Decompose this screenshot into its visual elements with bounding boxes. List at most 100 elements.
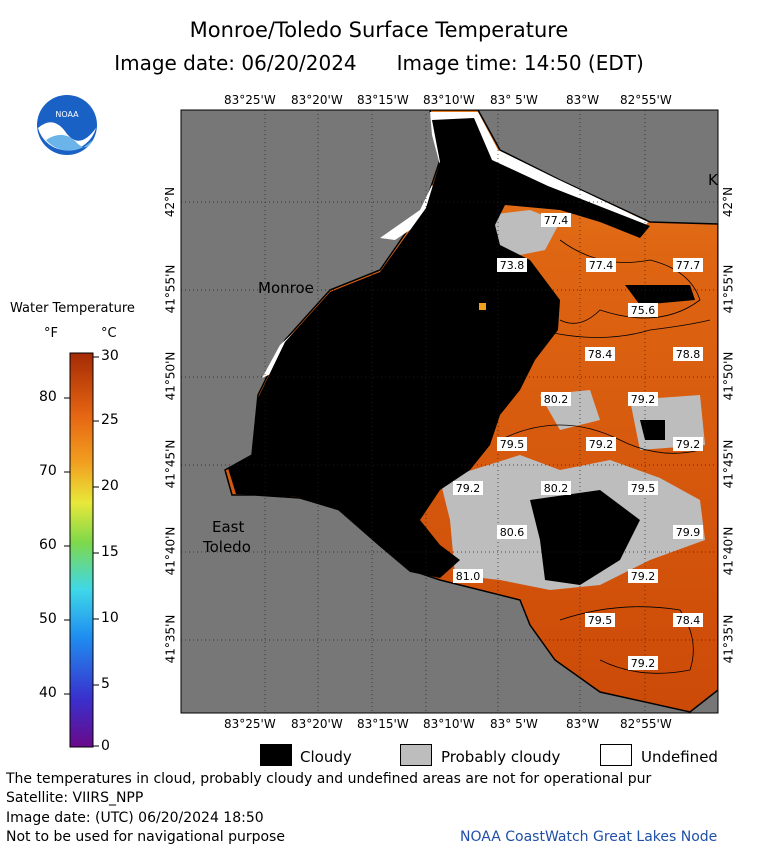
lon-tick-top: 83°W — [566, 93, 600, 107]
unit-fahrenheit: °F — [44, 326, 58, 341]
temp-label: 79.2 — [586, 437, 616, 451]
lon-tick-bottom: 83°10'W — [423, 717, 475, 731]
cloud-cover — [228, 118, 650, 578]
temp-label: 79.5 — [585, 613, 615, 627]
temp-label-text: 75.6 — [631, 304, 656, 317]
isotherm — [539, 319, 711, 338]
colorbar-c-label: 30 — [101, 348, 119, 364]
temp-label-text: 79.5 — [588, 614, 613, 627]
temp-label-text: 77.4 — [589, 259, 614, 272]
temp-label-text: 79.5 — [500, 438, 525, 451]
cloud-cover-south — [530, 490, 640, 585]
temp-label: 79.2 — [628, 569, 658, 583]
lat-tick-right: 41°35'N — [721, 614, 736, 664]
footer-credit: NOAA CoastWatch Great Lakes Node — [460, 829, 718, 845]
temp-label: 79.2 — [453, 481, 483, 495]
colorbar-f-label: 60 — [39, 537, 57, 553]
colorbar-f-label: 40 — [39, 685, 57, 701]
lon-tick-bottom: 83°20'W — [291, 717, 343, 731]
lon-tick-top: 82°55'W — [620, 93, 672, 107]
colorbar-f-label: 70 — [39, 463, 57, 479]
place-toledo: Toledo — [203, 538, 251, 556]
lon-tick-top: 83°15'W — [357, 93, 409, 107]
lat-tick-left: 41°50'N — [163, 351, 178, 401]
lon-tick-top: 83° 5'W — [490, 93, 538, 107]
colorbar-c-label: 25 — [101, 412, 119, 428]
isotherm — [499, 424, 701, 454]
isotherm — [559, 606, 694, 674]
isotherm — [559, 239, 701, 324]
temp-label: 81.0 — [453, 569, 483, 583]
lon-tick-top: 83°10'W — [423, 93, 475, 107]
place-east: East — [212, 518, 245, 536]
cloud-patch-east — [640, 420, 665, 440]
legend-swatch-cloudy — [260, 744, 292, 766]
temp-label: 80.2 — [541, 392, 571, 406]
lon-tick-bottom: 82°55'W — [620, 717, 672, 731]
temp-label: 79.2 — [628, 392, 658, 406]
noaa-logo-icon: NOAA — [37, 95, 97, 155]
colorbar-c-label: 20 — [101, 478, 119, 494]
lat-tick-left: 41°45'N — [163, 439, 178, 489]
temp-label-text: 81.0 — [456, 570, 481, 583]
lat-tick-left: 41°55'N — [163, 264, 178, 314]
temp-label: 79.2 — [628, 656, 658, 670]
legend-label-cloudy: Cloudy — [300, 748, 352, 766]
page-title: Monroe/Toledo Surface Temperature — [189, 18, 569, 42]
temp-label-text: 79.2 — [676, 438, 701, 451]
colorbar-c-label: 10 — [101, 610, 119, 626]
lon-tick-bottom: 83° 5'W — [490, 717, 538, 731]
lon-tick-bottom: 83°15'W — [357, 717, 409, 731]
colorbar-f-label: 50 — [39, 611, 57, 627]
lon-tick-bottom: 83°25'W — [224, 717, 276, 731]
temp-label-text: 80.2 — [544, 393, 569, 406]
temp-label: 79.2 — [673, 437, 703, 451]
legend-swatch-undefined — [600, 744, 632, 766]
legend-label-undefined: Undefined — [641, 748, 718, 766]
lat-tick-right: 41°50'N — [721, 351, 736, 401]
temp-label-text: 78.8 — [676, 348, 701, 361]
temp-label: 75.6 — [628, 303, 658, 317]
temp-label: 78.4 — [673, 613, 703, 627]
colorbar-c-label: 0 — [101, 738, 110, 754]
graticule — [181, 110, 718, 713]
temp-label-text: 73.8 — [500, 259, 525, 272]
temp-label-text: 77.7 — [676, 259, 701, 272]
image-datetime: Image date: 06/20/2024 Image time: 14:50 … — [0, 51, 758, 75]
lat-tick-right: 41°40'N — [721, 526, 736, 576]
lat-tick-left: 42°N — [163, 186, 178, 218]
map-frame — [180, 109, 719, 714]
image-date: Image date: 06/20/2024 — [114, 51, 357, 75]
temp-label-text: 80.2 — [544, 482, 569, 495]
colorbar-ticks — [64, 356, 99, 747]
temp-label-text: 79.2 — [631, 393, 656, 406]
noaa-logo-text: NOAA — [55, 110, 79, 119]
temp-label: 79.9 — [673, 525, 703, 539]
lon-tick-bottom: 83°W — [566, 717, 600, 731]
lon-tick-top: 83°25'W — [224, 93, 276, 107]
lat-tick-left: 41°40'N — [163, 526, 178, 576]
footer-satellite: Satellite: VIIRS_NPP — [6, 790, 144, 806]
temp-label: 77.4 — [586, 258, 616, 272]
temp-label-text: 78.4 — [588, 348, 613, 361]
temp-label-text: 80.6 — [500, 526, 525, 539]
footer-nav-note: Not to be used for navigational purpose — [6, 829, 285, 845]
lat-tick-right: 42°N — [721, 186, 736, 218]
image-time: Image time: 14:50 (EDT) — [396, 51, 644, 75]
temp-label: 80.2 — [541, 481, 571, 495]
temp-label-text: 79.2 — [631, 570, 656, 583]
lat-tick-right: 41°45'N — [721, 439, 736, 489]
temp-label: 79.5 — [497, 437, 527, 451]
lat-tick-left: 41°35'N — [163, 614, 178, 664]
temp-label: 78.4 — [585, 347, 615, 361]
colorbar-c-label: 15 — [101, 544, 119, 560]
footer-note: The temperatures in cloud, probably clou… — [6, 771, 652, 787]
warm-spot — [479, 303, 486, 310]
temp-label: 73.8 — [497, 258, 527, 272]
temp-label: 77.4 — [541, 213, 571, 227]
footer-utc-date: Image date: (UTC) 06/20/2024 18:50 — [6, 810, 264, 826]
temp-label-text: 78.4 — [676, 614, 701, 627]
temp-label-text: 79.2 — [456, 482, 481, 495]
colorbar — [69, 352, 94, 748]
